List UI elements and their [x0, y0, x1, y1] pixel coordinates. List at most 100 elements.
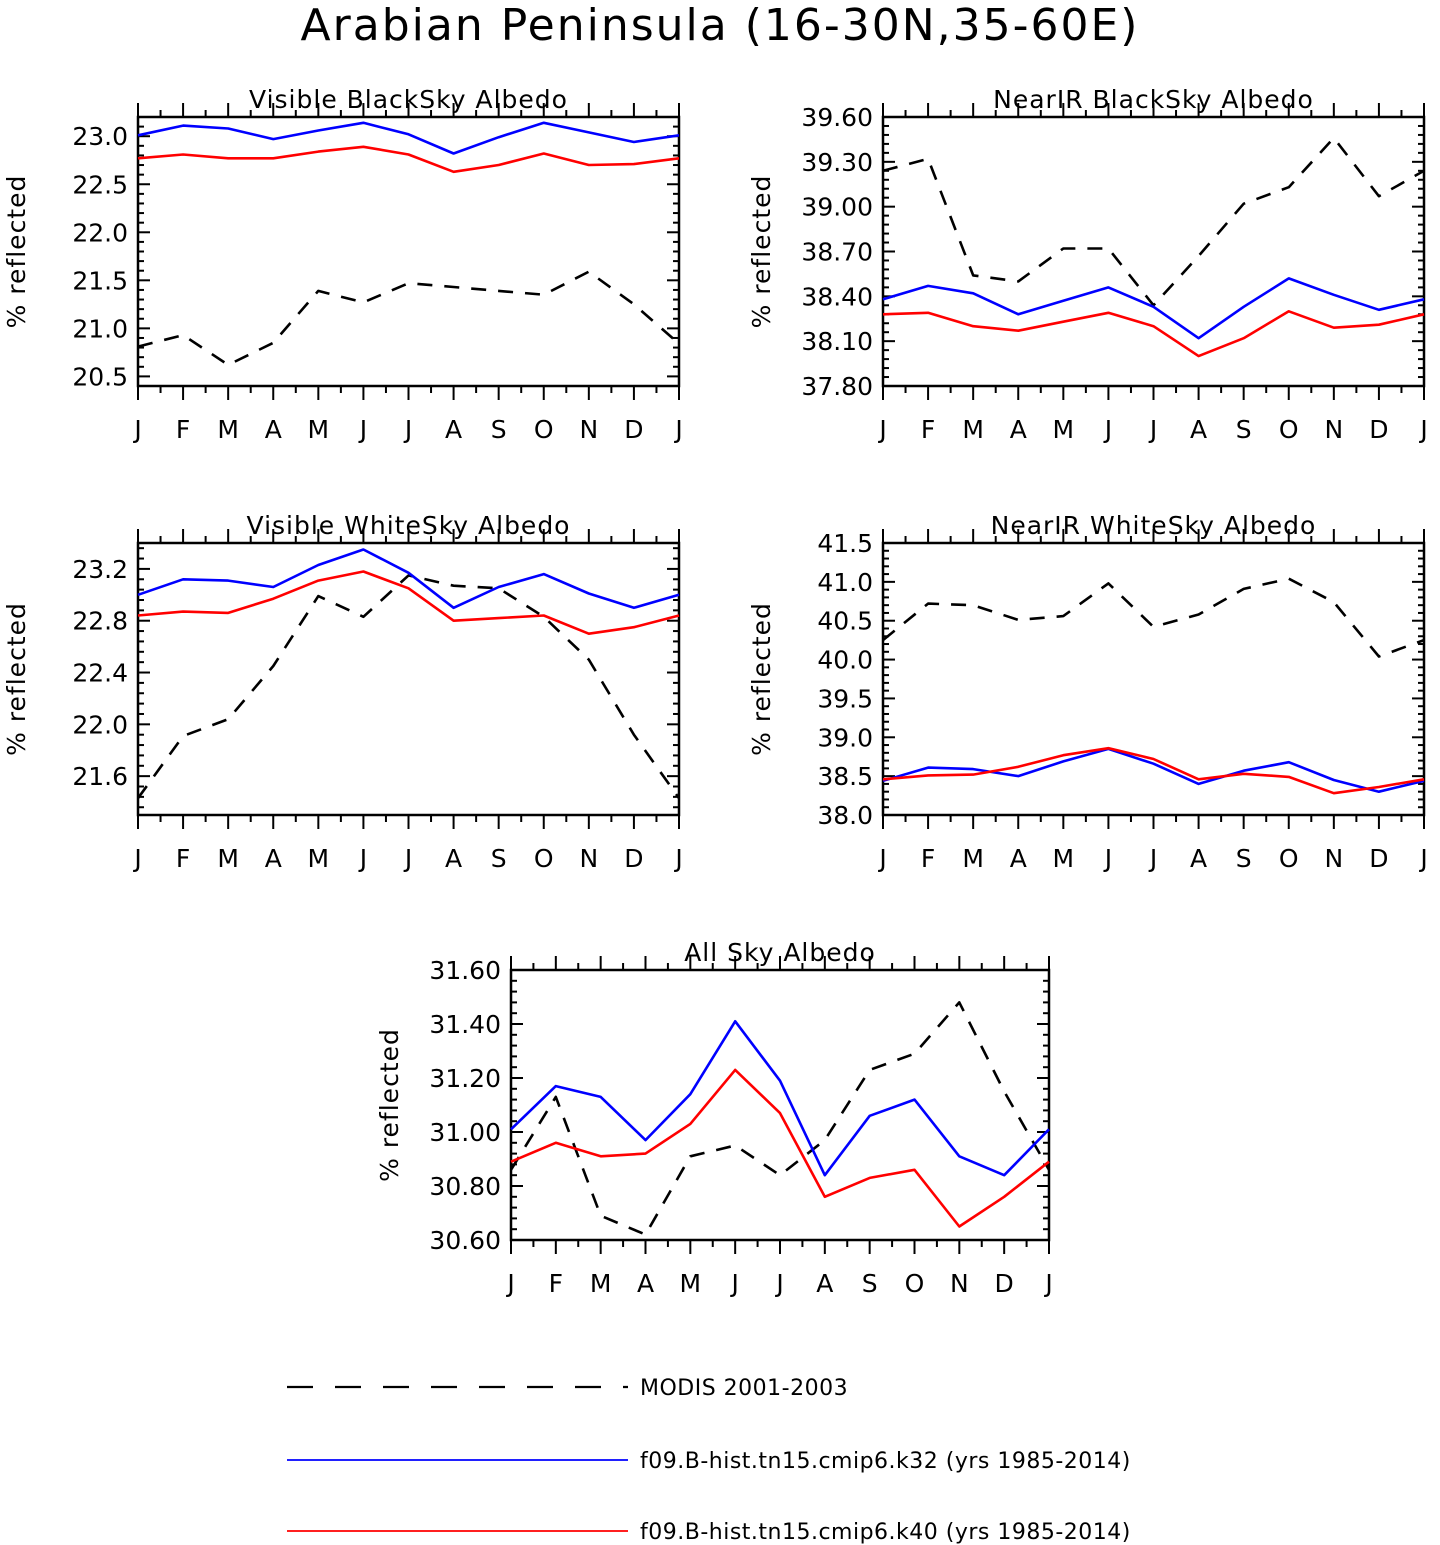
x-tick-label: J	[403, 844, 412, 873]
series-line-f09-b-hist-tn15-cmip6-k40-yrs-1985-2014	[882, 746, 1425, 795]
legend: MODIS 2001-2003 f09.B-hist.tn15.cmip6.k32…	[287, 1376, 1131, 1545]
x-tick-label: M	[1053, 844, 1075, 873]
x-tick-label: J	[877, 415, 886, 444]
y-tick-label: 31.20	[429, 1064, 501, 1093]
series-line-f09-b-hist-tn15-cmip6-k32-yrs-1985-2014	[882, 747, 1425, 794]
x-tick-label: F	[921, 415, 935, 444]
x-tick-label: N	[950, 1269, 969, 1298]
x-tick-label: D	[1369, 415, 1388, 444]
y-tick-label: 38.40	[801, 282, 873, 311]
x-tick-label: M	[962, 415, 984, 444]
x-tick-label: J	[673, 415, 682, 444]
series-line-modis-2001-2003	[136, 574, 681, 799]
y-axis-label: % reflected	[375, 1028, 404, 1182]
x-tick-label: F	[176, 844, 190, 873]
x-tick-label: J	[1418, 844, 1427, 873]
series-line-f09-b-hist-tn15-cmip6-k40-yrs-1985-2014	[137, 145, 680, 174]
legend-label-1: MODIS 2001-2003	[640, 1376, 848, 1401]
x-tick-label: J	[358, 844, 367, 873]
y-tick-label: 41.0	[817, 568, 873, 597]
x-tick-label: N	[1324, 844, 1343, 873]
x-tick-label: M	[680, 1269, 702, 1298]
series-line-f09-b-hist-tn15-cmip6-k32-yrs-1985-2014	[510, 1019, 1050, 1177]
series-line-modis-2001-2003	[509, 1001, 1051, 1236]
x-tick-label: J	[132, 844, 141, 873]
series-line-modis-2001-2003	[882, 136, 1425, 307]
x-tick-label: O	[905, 1269, 925, 1298]
x-tick-label: F	[176, 415, 190, 444]
y-tick-label: 31.00	[429, 1118, 501, 1147]
x-tick-label: M	[217, 415, 239, 444]
y-tick-label: 38.10	[801, 327, 873, 356]
y-tick-label: 22.0	[72, 218, 128, 247]
x-tick-label: J	[403, 415, 412, 444]
y-tick-label: 39.30	[801, 148, 873, 177]
x-tick-label: J	[774, 1269, 783, 1298]
x-tick-label: F	[549, 1269, 563, 1298]
x-tick-label: S	[491, 415, 507, 444]
x-tick-label: J	[877, 844, 886, 873]
y-tick-label: 21.5	[72, 266, 128, 295]
x-tick-label: S	[1236, 844, 1252, 873]
figure-title: Arabian Peninsula (16-30N,35-60E)	[300, 0, 1140, 51]
series-line-f09-b-hist-tn15-cmip6-k32-yrs-1985-2014	[137, 121, 680, 155]
x-tick-label: J	[1148, 844, 1157, 873]
series-line-modis-2001-2003	[882, 577, 1425, 658]
x-tick-label: A	[1010, 844, 1027, 873]
x-tick-label: N	[579, 844, 598, 873]
y-tick-label: 40.5	[817, 607, 873, 636]
x-tick-label: J	[729, 1269, 738, 1298]
y-tick-label: 22.0	[72, 710, 128, 739]
x-tick-label: J	[1103, 844, 1112, 873]
x-tick-label: A	[1190, 415, 1207, 444]
legend-label-2: f09.B-hist.tn15.cmip6.k32 (yrs 1985-2014…	[640, 1449, 1131, 1474]
y-tick-label: 22.5	[72, 170, 128, 199]
x-tick-label: A	[265, 415, 282, 444]
series-line-f09-b-hist-tn15-cmip6-k40-yrs-1985-2014	[510, 1068, 1050, 1228]
x-tick-label: D	[624, 844, 643, 873]
x-tick-label: O	[1279, 415, 1299, 444]
y-axis-label: % reflected	[747, 602, 776, 756]
y-tick-label: 23.0	[72, 122, 128, 151]
x-tick-label: D	[1369, 844, 1388, 873]
x-tick-label: J	[1103, 415, 1112, 444]
x-tick-label: N	[1324, 415, 1343, 444]
chart-visible-whitesky-albedo: Visible WhiteSky Albedo% reflected21.622…	[2, 511, 683, 873]
y-tick-label: 41.5	[817, 529, 873, 558]
y-tick-label: 22.8	[72, 607, 128, 636]
y-tick-label: 39.5	[817, 684, 873, 713]
x-tick-label: A	[265, 844, 282, 873]
y-tick-label: 39.60	[801, 103, 873, 132]
x-tick-label: A	[1010, 415, 1027, 444]
series-line-f09-b-hist-tn15-cmip6-k40-yrs-1985-2014	[882, 309, 1425, 358]
x-tick-label: M	[1053, 415, 1075, 444]
y-tick-label: 37.80	[801, 372, 873, 401]
plot-frame	[509, 968, 1051, 1242]
y-axis-label: % reflected	[747, 175, 776, 329]
y-tick-label: 38.0	[817, 801, 873, 830]
x-tick-label: A	[445, 844, 462, 873]
y-tick-label: 31.40	[429, 1010, 501, 1039]
chart-visible-blacksky-albedo: Visible BlackSky Albedo% reflected20.521…	[2, 85, 683, 444]
chart-nearir-whitesky-albedo: NearIR WhiteSky Albedo% reflected38.038.…	[747, 511, 1428, 873]
y-axis-label: % reflected	[2, 602, 31, 756]
x-tick-label: A	[637, 1269, 654, 1298]
x-tick-label: D	[624, 415, 643, 444]
x-tick-label: S	[862, 1269, 878, 1298]
x-tick-label: F	[921, 844, 935, 873]
x-tick-label: J	[673, 844, 682, 873]
x-tick-label: A	[445, 415, 462, 444]
plot-frame	[136, 541, 681, 817]
y-tick-label: 39.0	[817, 723, 873, 752]
chart-nearir-blacksky-albedo: NearIR BlackSky Albedo% reflected37.8038…	[747, 85, 1428, 444]
x-tick-label: A	[1190, 844, 1207, 873]
y-tick-label: 20.5	[72, 362, 128, 391]
series-line-f09-b-hist-tn15-cmip6-k40-yrs-1985-2014	[137, 570, 680, 636]
y-tick-label: 30.60	[429, 1226, 501, 1255]
x-tick-label: M	[590, 1269, 612, 1298]
x-tick-label: A	[816, 1269, 833, 1298]
y-tick-label: 31.60	[429, 956, 501, 985]
x-tick-label: D	[995, 1269, 1014, 1298]
x-tick-label: J	[358, 415, 367, 444]
